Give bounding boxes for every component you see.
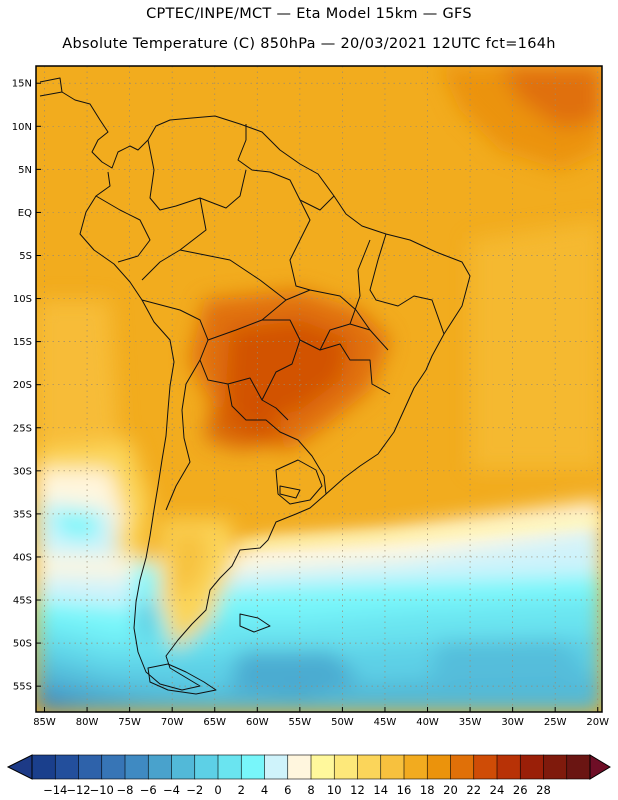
- lon-tick-label: 55W: [289, 717, 312, 728]
- colorbar-low-arrow: [6, 754, 33, 780]
- colorbar-label: 20: [443, 783, 458, 797]
- lon-tick-label: 75W: [118, 717, 141, 728]
- colorbar: −14−12−10 −8 −6 −4 −2 0 2 4 6 8 10 12 14 16 18 20 22 24 26…: [6, 754, 611, 797]
- lat-tick-label: 20S: [13, 380, 32, 391]
- colorbar-swatch: [194, 754, 219, 780]
- colorbar-label: 22: [466, 783, 481, 797]
- colorbar-label: 24: [490, 783, 505, 797]
- colorbar-label: 0: [214, 783, 221, 797]
- colorbar-swatch: [54, 754, 80, 780]
- lon-tick-label: 65W: [203, 717, 226, 728]
- lat-tick-label: 50S: [13, 639, 32, 650]
- colorbar-swatch: [426, 754, 452, 780]
- colorbar-swatch: [78, 754, 103, 780]
- lon-tick-label: 60W: [246, 717, 269, 728]
- colorbar-swatch: [101, 754, 126, 780]
- colorbar-label: −2: [186, 783, 203, 797]
- colorbar-labels: −14−12−10 −8 −6 −4 −2 0 2 4 6 8 10 12 14 16 18 20 22 24 26…: [43, 783, 551, 797]
- colorbar-label: −10: [90, 783, 114, 797]
- temperature-field: [36, 66, 602, 712]
- colorbar-label: 2: [238, 783, 245, 797]
- latitude-axis: 15N 10N 5N EQ 5S 10S 15S 20S 25S 30S 35S 40S 45S 50S 5…: [12, 79, 41, 693]
- colorbar-swatches: [31, 754, 591, 780]
- map-title-line-2: Absolute Temperature (C) 850hPa — 20/03/…: [62, 36, 556, 52]
- colorbar-label: 10: [327, 783, 342, 797]
- lat-tick-label: 5N: [18, 165, 32, 176]
- colorbar-swatch: [380, 754, 405, 780]
- colorbar-label: −12: [66, 783, 90, 797]
- colorbar-swatch: [31, 754, 56, 780]
- coastline-borders: [39, 77, 471, 695]
- colorbar-swatch: [240, 754, 266, 780]
- colorbar-swatch: [473, 754, 498, 780]
- map-title-line-1: CPTEC/INPE/MCT — Eta Model 15km — GFS: [146, 6, 472, 22]
- colorbar-swatch: [543, 754, 568, 780]
- colorbar-swatch: [496, 754, 521, 780]
- colorbar-label: 6: [284, 783, 291, 797]
- lat-tick-label: 40S: [13, 552, 32, 563]
- lat-tick-label: EQ: [18, 208, 32, 219]
- colorbar-swatch: [566, 754, 591, 780]
- colorbar-swatch: [519, 754, 545, 780]
- lat-tick-label: 15N: [12, 79, 32, 90]
- plot-frame: [35, 65, 603, 713]
- lon-tick-label: 70W: [161, 717, 184, 728]
- lat-tick-label: 35S: [13, 509, 32, 520]
- colorbar-label: −6: [140, 783, 157, 797]
- lat-tick-label: 25S: [13, 423, 32, 434]
- lat-tick-label: 10N: [12, 122, 32, 133]
- colorbar-label: 16: [397, 783, 412, 797]
- colorbar-label: 26: [513, 783, 528, 797]
- colorbar-label: 12: [350, 783, 365, 797]
- colorbar-swatch: [357, 754, 382, 780]
- lon-tick-label: 85W: [33, 717, 56, 728]
- colorbar-label: −14: [43, 783, 67, 797]
- lon-tick-label: 40W: [416, 717, 439, 728]
- lon-tick-label: 25W: [544, 717, 567, 728]
- lon-tick-label: 80W: [76, 717, 99, 728]
- colorbar-swatch: [333, 754, 359, 780]
- colorbar-label: −8: [117, 783, 134, 797]
- lat-tick-label: 55S: [13, 682, 32, 693]
- lat-tick-label: 5S: [19, 251, 32, 262]
- lat-lon-grid: [36, 66, 602, 712]
- lat-tick-label: 10S: [13, 294, 32, 305]
- colorbar-swatch: [171, 754, 196, 780]
- longitude-axis: 85W 80W 75W 70W 65W 60W 55W 50W 45W 40W 35W 30W 25W 2…: [33, 707, 609, 728]
- temperature-map: 15N 10N 5N EQ 5S 10S 15S 20S 25S 30S 35S 40S 45S 50S 5…: [12, 65, 609, 728]
- colorbar-swatch: [310, 754, 335, 780]
- colorbar-swatch: [147, 754, 173, 780]
- colorbar-label: 8: [307, 783, 314, 797]
- lon-tick-label: 20W: [586, 717, 609, 728]
- colorbar-swatch: [450, 754, 475, 780]
- lon-tick-label: 50W: [331, 717, 354, 728]
- lat-tick-label: 30S: [13, 466, 32, 477]
- colorbar-swatch: [287, 754, 312, 780]
- colorbar-label: 28: [536, 783, 551, 797]
- colorbar-swatch: [124, 754, 149, 780]
- colorbar-label: −4: [163, 783, 180, 797]
- colorbar-label: 14: [373, 783, 388, 797]
- lon-tick-label: 45W: [374, 717, 397, 728]
- lat-tick-label: 15S: [13, 337, 32, 348]
- colorbar-swatch: [264, 754, 289, 780]
- colorbar-label: 18: [420, 783, 435, 797]
- colorbar-swatch: [217, 754, 242, 780]
- lon-tick-label: 30W: [501, 717, 524, 728]
- colorbar-high-arrow: [589, 754, 611, 780]
- colorbar-label: 4: [261, 783, 268, 797]
- lon-tick-label: 35W: [459, 717, 482, 728]
- colorbar-swatch: [403, 754, 428, 780]
- lat-tick-label: 45S: [13, 596, 32, 607]
